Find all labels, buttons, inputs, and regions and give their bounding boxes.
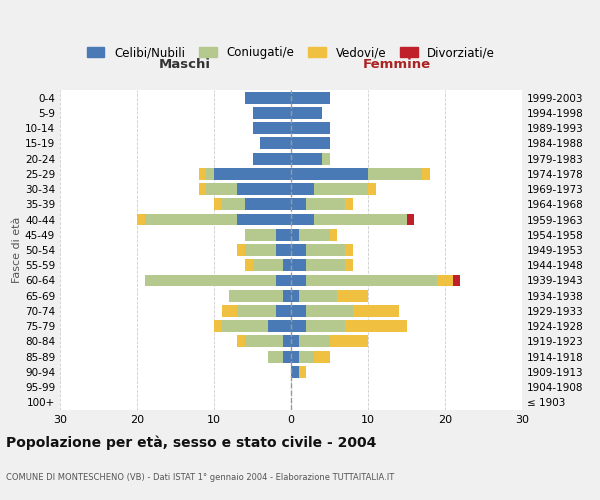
Bar bbox=[314, 350, 329, 362]
Text: Popolazione per età, sesso e stato civile - 2004: Popolazione per età, sesso e stato civil… bbox=[6, 435, 376, 450]
Bar bbox=[322, 152, 329, 164]
Bar bbox=[253, 107, 291, 119]
Bar bbox=[222, 305, 237, 317]
Text: Maschi: Maschi bbox=[159, 58, 211, 71]
Bar bbox=[345, 198, 353, 210]
Bar bbox=[299, 229, 329, 240]
Bar bbox=[291, 274, 307, 286]
Bar bbox=[307, 274, 437, 286]
Bar bbox=[299, 350, 314, 362]
Bar bbox=[422, 168, 430, 180]
Bar bbox=[453, 274, 460, 286]
Bar bbox=[199, 168, 206, 180]
Bar bbox=[237, 183, 291, 195]
Bar bbox=[291, 244, 307, 256]
Bar bbox=[253, 152, 291, 164]
Bar bbox=[291, 198, 307, 210]
Bar bbox=[329, 336, 368, 347]
Bar bbox=[307, 320, 345, 332]
Bar bbox=[307, 198, 345, 210]
Bar bbox=[437, 274, 453, 286]
Bar bbox=[291, 336, 299, 347]
Bar bbox=[345, 244, 353, 256]
Bar bbox=[345, 260, 353, 271]
Bar bbox=[268, 320, 291, 332]
Bar bbox=[291, 260, 307, 271]
Bar bbox=[268, 350, 283, 362]
Bar bbox=[253, 122, 291, 134]
Bar bbox=[275, 305, 291, 317]
Bar bbox=[291, 290, 299, 302]
Bar bbox=[368, 168, 422, 180]
Bar bbox=[214, 198, 222, 210]
Y-axis label: Fasce di età: Fasce di età bbox=[12, 217, 22, 283]
Bar bbox=[145, 214, 237, 226]
Bar bbox=[299, 336, 329, 347]
Bar bbox=[237, 214, 291, 226]
Bar bbox=[275, 274, 291, 286]
Bar bbox=[314, 183, 368, 195]
Bar bbox=[283, 260, 291, 271]
Bar bbox=[245, 336, 283, 347]
Bar bbox=[291, 92, 329, 104]
Bar bbox=[222, 198, 245, 210]
Bar bbox=[307, 260, 345, 271]
Bar bbox=[245, 229, 275, 240]
Bar bbox=[245, 198, 291, 210]
Bar bbox=[222, 320, 268, 332]
Bar bbox=[145, 274, 275, 286]
Bar bbox=[299, 290, 337, 302]
Bar bbox=[291, 305, 307, 317]
Bar bbox=[283, 290, 291, 302]
Bar bbox=[291, 350, 299, 362]
Bar bbox=[291, 229, 299, 240]
Bar bbox=[291, 152, 322, 164]
Bar bbox=[283, 350, 291, 362]
Bar bbox=[237, 305, 275, 317]
Bar bbox=[245, 244, 275, 256]
Bar bbox=[291, 214, 314, 226]
Bar bbox=[368, 183, 376, 195]
Bar bbox=[291, 366, 299, 378]
Bar bbox=[299, 366, 307, 378]
Bar bbox=[275, 229, 291, 240]
Bar bbox=[237, 336, 245, 347]
Bar bbox=[260, 138, 291, 149]
Bar bbox=[314, 214, 407, 226]
Bar bbox=[307, 305, 353, 317]
Bar bbox=[353, 305, 399, 317]
Bar bbox=[291, 183, 314, 195]
Bar bbox=[291, 138, 329, 149]
Bar bbox=[345, 320, 407, 332]
Text: Femmine: Femmine bbox=[363, 58, 431, 71]
Bar bbox=[407, 214, 414, 226]
Bar bbox=[283, 336, 291, 347]
Bar bbox=[245, 92, 291, 104]
Bar bbox=[214, 168, 291, 180]
Bar bbox=[206, 168, 214, 180]
Bar bbox=[291, 107, 322, 119]
Bar bbox=[214, 320, 222, 332]
Bar bbox=[337, 290, 368, 302]
Bar bbox=[291, 122, 329, 134]
Bar bbox=[291, 168, 368, 180]
Bar bbox=[137, 214, 145, 226]
Bar bbox=[237, 244, 245, 256]
Bar bbox=[206, 183, 237, 195]
Bar bbox=[307, 244, 345, 256]
Text: COMUNE DI MONTESCHENO (VB) - Dati ISTAT 1° gennaio 2004 - Elaborazione TUTTAITAL: COMUNE DI MONTESCHENO (VB) - Dati ISTAT … bbox=[6, 472, 394, 482]
Bar bbox=[245, 260, 253, 271]
Bar bbox=[275, 244, 291, 256]
Bar bbox=[329, 229, 337, 240]
Bar bbox=[291, 320, 307, 332]
Bar bbox=[253, 260, 283, 271]
Legend: Celibi/Nubili, Coniugati/e, Vedovi/e, Divorziati/e: Celibi/Nubili, Coniugati/e, Vedovi/e, Di… bbox=[82, 42, 500, 64]
Bar bbox=[229, 290, 283, 302]
Bar bbox=[199, 183, 206, 195]
Y-axis label: Anni di nascita: Anni di nascita bbox=[598, 209, 600, 291]
